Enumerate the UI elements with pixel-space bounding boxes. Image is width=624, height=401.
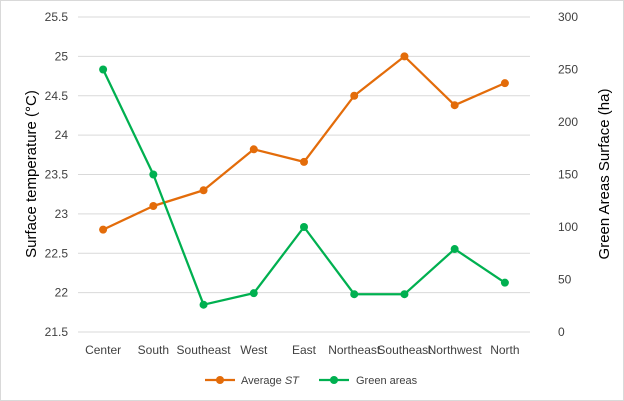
right-axis-ticks: 0 50 100 150 200 250 300 (558, 10, 578, 339)
x-tick-label: North (490, 343, 519, 357)
data-point-average-st[interactable] (300, 157, 308, 166)
left-axis-title: Surface temperature (°C) (23, 90, 40, 258)
legend-marker-green-areas (330, 376, 338, 384)
x-tick-label: Southeast (377, 343, 432, 357)
data-point-green-areas[interactable] (149, 170, 158, 179)
data-point-average-st[interactable] (99, 225, 108, 234)
gridlines (78, 16, 530, 333)
right-tick-label: 200 (558, 115, 578, 129)
data-point-green-areas[interactable] (400, 290, 409, 299)
left-axis-ticks: 21.5 22 22.5 23 23.5 24 24.5 25 25.5 (45, 10, 69, 339)
left-tick-label: 24 (55, 128, 69, 142)
left-tick-label: 23.5 (45, 168, 69, 182)
legend-marker-average-st (216, 376, 224, 384)
x-axis-ticks: Center South Southeast West East NortheastSou… (85, 343, 519, 357)
left-tick-label: 23 (55, 207, 69, 221)
x-tick-label: South (138, 343, 169, 357)
data-point-green-areas[interactable] (350, 290, 359, 299)
left-tick-label: 22 (55, 286, 69, 300)
right-tick-label: 250 (558, 63, 578, 77)
data-point-average-st[interactable] (350, 91, 359, 100)
right-tick-label: 100 (558, 220, 578, 234)
right-tick-label: 50 (558, 273, 572, 287)
data-point-green-areas[interactable] (199, 300, 208, 309)
left-tick-label: 24.5 (45, 89, 69, 103)
series-layer (99, 52, 509, 309)
data-point-average-st[interactable] (400, 52, 409, 61)
right-tick-label: 0 (558, 325, 565, 339)
data-point-average-st[interactable] (199, 186, 208, 195)
data-point-green-areas[interactable] (500, 278, 509, 287)
left-tick-label: 22.5 (45, 246, 69, 260)
legend-item-green-areas[interactable]: Green areas (319, 375, 418, 387)
legend: Average ST Green areas (205, 375, 418, 387)
right-axis-title: Green Areas Surface (ha) (596, 89, 613, 260)
left-tick-label: 21.5 (45, 325, 69, 339)
x-tick-label: West (240, 343, 268, 357)
data-point-average-st[interactable] (249, 145, 258, 154)
x-tick-label: Northeast (328, 343, 381, 357)
x-tick-label: Southeast (177, 343, 232, 357)
data-point-green-areas[interactable] (99, 65, 108, 74)
legend-label-average-st: Average ST (241, 375, 300, 387)
x-tick-label: Northwest (428, 343, 483, 357)
data-point-green-areas[interactable] (249, 289, 258, 298)
legend-label-green-areas: Green areas (356, 375, 418, 387)
left-tick-label: 25.5 (45, 10, 69, 24)
legend-item-average-st[interactable]: Average ST (205, 375, 300, 387)
data-point-green-areas[interactable] (300, 223, 308, 231)
data-point-average-st[interactable] (149, 202, 158, 210)
data-point-green-areas[interactable] (450, 245, 459, 254)
series-line-green-areas (102, 69, 506, 306)
right-tick-label: 300 (558, 10, 578, 24)
x-tick-label: Center (85, 343, 121, 357)
x-tick-label: East (292, 343, 317, 357)
data-point-average-st[interactable] (500, 79, 509, 88)
right-tick-label: 150 (558, 168, 578, 182)
data-point-average-st[interactable] (450, 101, 459, 110)
left-tick-label: 25 (55, 49, 69, 63)
